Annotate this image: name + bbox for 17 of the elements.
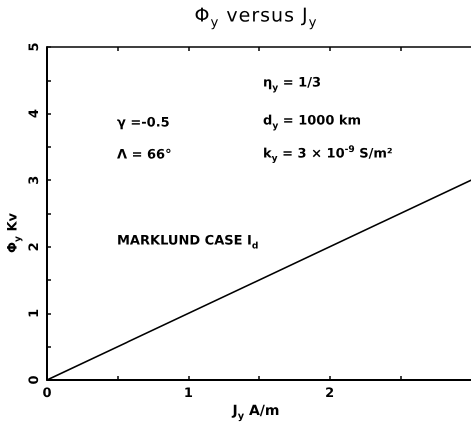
x-tick-label: 1 <box>184 386 193 401</box>
y-tick-label: 0 <box>27 375 42 385</box>
chart-title: Φ$_{y}$ versus J$_{y}$ <box>194 4 318 30</box>
x-tick-label: 2 <box>325 386 334 401</box>
annotation: MARKLUND CASE I$_{d}$ <box>117 234 258 252</box>
y-tick-label: 4 <box>27 109 42 118</box>
annotation: γ =-0.5 <box>117 116 170 130</box>
annotation: Λ = 66° <box>117 148 172 162</box>
annotation: η$_{y}$ = 1/3 <box>263 76 321 94</box>
y-tick-label: 1 <box>27 308 42 318</box>
y-tick-label: 5 <box>27 42 42 52</box>
y-tick-label: 2 <box>27 242 42 252</box>
annotation: k$_{y}$ = 3 × 10$^{-9}$ S/m² <box>263 144 393 164</box>
annotation: d$_{y}$ = 1000 km <box>263 114 362 132</box>
y-tick-label: 3 <box>27 176 42 185</box>
x-tick-label: 0 <box>42 386 52 401</box>
x-axis-title: J$_{y}$ A/m <box>232 403 280 422</box>
